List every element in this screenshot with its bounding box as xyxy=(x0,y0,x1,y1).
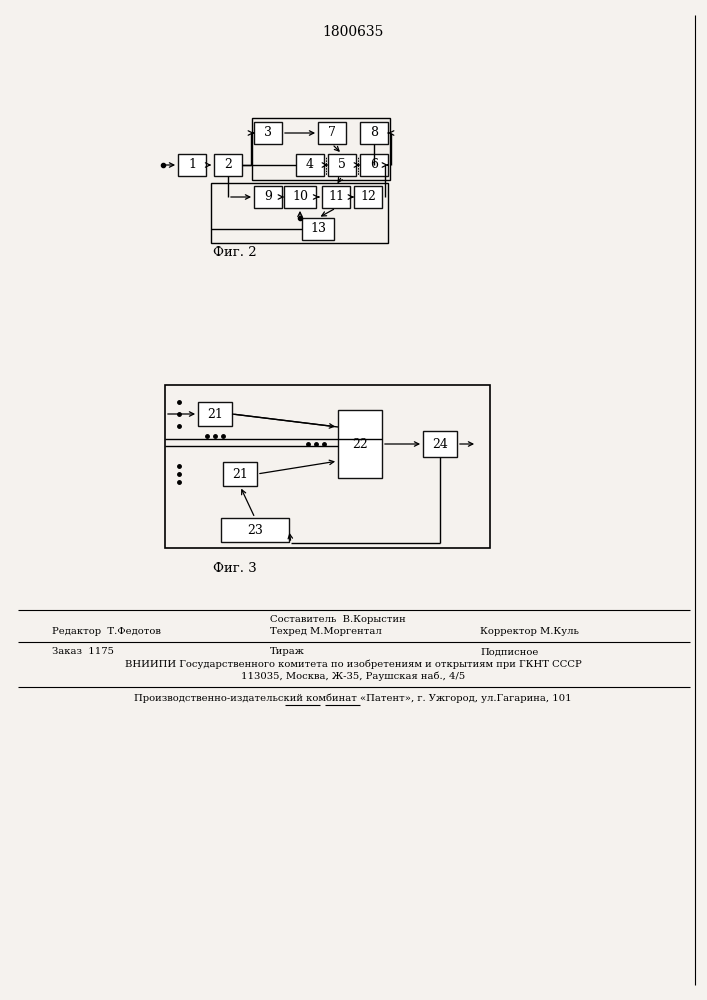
Text: 2: 2 xyxy=(224,158,232,172)
Text: Подписное: Подписное xyxy=(480,648,538,656)
Text: 21: 21 xyxy=(207,408,223,420)
Text: Тираж: Тираж xyxy=(270,648,305,656)
FancyBboxPatch shape xyxy=(223,462,257,486)
FancyBboxPatch shape xyxy=(221,518,289,542)
Text: 10: 10 xyxy=(292,190,308,204)
Text: 8: 8 xyxy=(370,126,378,139)
Text: 12: 12 xyxy=(360,190,376,204)
Text: 113035, Москва, Ж-35, Раушская наб., 4/5: 113035, Москва, Ж-35, Раушская наб., 4/5 xyxy=(241,671,465,681)
FancyBboxPatch shape xyxy=(360,154,388,176)
Text: Фиг. 2: Фиг. 2 xyxy=(214,245,257,258)
FancyBboxPatch shape xyxy=(178,154,206,176)
Text: Редактор  Т.Федотов: Редактор Т.Федотов xyxy=(52,628,161,637)
Text: 1: 1 xyxy=(188,158,196,172)
Text: 1800635: 1800635 xyxy=(322,25,384,39)
Text: 5: 5 xyxy=(338,158,346,172)
FancyBboxPatch shape xyxy=(328,154,356,176)
Text: 9: 9 xyxy=(264,190,272,204)
Text: 3: 3 xyxy=(264,126,272,139)
Text: Корректор М.Куль: Корректор М.Куль xyxy=(480,628,579,637)
Text: 21: 21 xyxy=(232,468,248,481)
Text: 6: 6 xyxy=(370,158,378,172)
FancyBboxPatch shape xyxy=(214,154,242,176)
FancyBboxPatch shape xyxy=(284,186,316,208)
FancyBboxPatch shape xyxy=(254,186,282,208)
Text: Составитель  В.Корыстин: Составитель В.Корыстин xyxy=(270,614,406,624)
Text: Производственно-издательский комбинат «Патент», г. Ужгород, ул.Гагарина, 101: Производственно-издательский комбинат «П… xyxy=(134,693,572,703)
FancyBboxPatch shape xyxy=(302,218,334,240)
Text: Заказ  1175: Заказ 1175 xyxy=(52,648,114,656)
Text: 11: 11 xyxy=(328,190,344,204)
Text: 23: 23 xyxy=(247,524,263,536)
FancyBboxPatch shape xyxy=(423,431,457,457)
FancyBboxPatch shape xyxy=(254,122,282,144)
Text: Фиг. 3: Фиг. 3 xyxy=(213,562,257,574)
FancyBboxPatch shape xyxy=(296,154,324,176)
FancyBboxPatch shape xyxy=(198,402,232,426)
FancyBboxPatch shape xyxy=(318,122,346,144)
Text: 13: 13 xyxy=(310,223,326,235)
Text: Техред М.Моргентал: Техред М.Моргентал xyxy=(270,628,382,637)
FancyBboxPatch shape xyxy=(322,186,350,208)
FancyBboxPatch shape xyxy=(360,122,388,144)
Text: 24: 24 xyxy=(432,438,448,450)
Text: 7: 7 xyxy=(328,126,336,139)
FancyBboxPatch shape xyxy=(338,410,382,478)
Text: 22: 22 xyxy=(352,438,368,450)
Text: 4: 4 xyxy=(306,158,314,172)
FancyBboxPatch shape xyxy=(354,186,382,208)
Text: ВНИИПИ Государственного комитета по изобретениям и открытиям при ГКНТ СССР: ВНИИПИ Государственного комитета по изоб… xyxy=(124,659,581,669)
